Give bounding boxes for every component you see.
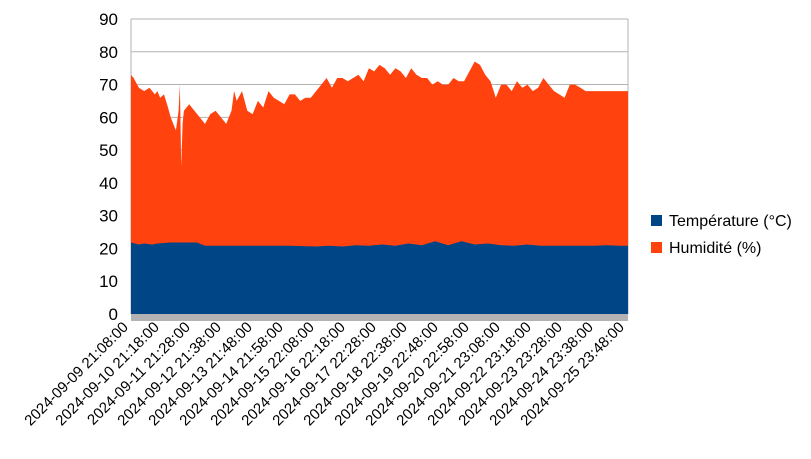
y-tick-label: 40 bbox=[99, 174, 118, 193]
legend-label: Humidité (%) bbox=[669, 240, 761, 257]
chart-floor bbox=[131, 314, 628, 321]
y-tick-label: 90 bbox=[99, 10, 118, 29]
y-axis-tick-labels: 0 10 20 30 40 50 60 70 80 90 bbox=[99, 10, 118, 324]
y-tick-label: 0 bbox=[109, 305, 118, 324]
y-tick-label: 70 bbox=[99, 76, 118, 95]
y-tick-label: 50 bbox=[99, 141, 118, 160]
legend: Température (°C) Humidité (%) bbox=[651, 213, 792, 257]
legend-swatch bbox=[651, 242, 662, 253]
series-areas bbox=[131, 61, 628, 314]
y-tick-label: 20 bbox=[99, 239, 118, 258]
y-tick-label: 10 bbox=[99, 272, 118, 291]
y-tick-label: 80 bbox=[99, 43, 118, 62]
legend-swatch bbox=[651, 215, 662, 226]
series-area-1 bbox=[131, 241, 628, 314]
legend-label: Température (°C) bbox=[669, 213, 792, 230]
y-tick-label: 60 bbox=[99, 108, 118, 127]
y-tick-label: 30 bbox=[99, 207, 118, 226]
